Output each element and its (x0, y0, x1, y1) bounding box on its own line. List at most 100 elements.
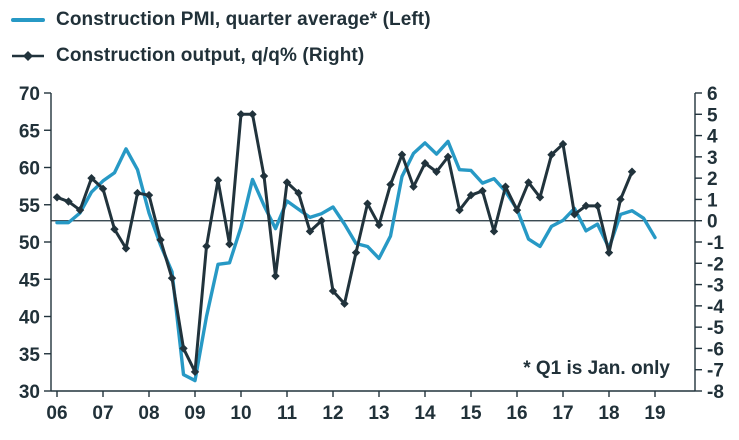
output-data-point-diamond (386, 180, 395, 189)
x-axis-tick-label: 10 (230, 403, 251, 424)
pmi-line-swatch-icon (11, 18, 45, 22)
output-data-point-diamond (317, 216, 326, 225)
right-axis-tick-label: -7 (707, 361, 724, 382)
x-axis-tick-label: 06 (46, 403, 67, 424)
legend-label-pmi: Construction PMI, quarter average* (Left… (56, 9, 431, 30)
left-axis-tick-label: 30 (19, 382, 40, 403)
left-axis-tick-label: 65 (19, 121, 41, 142)
output-data-point-diamond (443, 152, 453, 162)
right-axis-tick-label: -5 (707, 318, 724, 339)
output-data-point-diamond (64, 197, 73, 206)
output-data-point-diamond (581, 201, 591, 211)
output-data-point-diamond (225, 239, 234, 249)
right-axis-tick-label: -8 (707, 382, 724, 403)
right-axis-tick-label: -6 (707, 339, 724, 360)
right-axis-tick-label: -4 (707, 297, 724, 318)
right-axis-tick-label: -2 (707, 254, 724, 275)
output-data-point-diamond (558, 139, 568, 149)
x-axis-tick-label: 14 (414, 403, 436, 424)
output-data-point-diamond (397, 150, 407, 159)
left-axis-tick-label: 45 (19, 270, 41, 291)
right-axis-tick-label: -1 (707, 233, 724, 254)
x-axis-tick-label: 17 (552, 403, 573, 424)
legend-item-output: Construction output, q/q% (Right) (10, 42, 431, 70)
left-axis-tick-label: 35 (19, 345, 41, 366)
x-axis-tick-label: 09 (184, 403, 205, 424)
output-data-point-diamond (466, 190, 476, 200)
output-data-point-diamond (236, 110, 246, 119)
output-data-point-diamond (409, 182, 418, 191)
right-axis-tick-label: -3 (707, 276, 724, 297)
output-data-point-diamond (420, 159, 430, 168)
output-data-point-diamond (144, 190, 154, 200)
left-axis-tick-label: 60 (19, 159, 40, 180)
right-axis-tick-label: 1 (707, 190, 718, 211)
output-data-point-diamond (133, 188, 142, 198)
output-data-point-diamond (294, 188, 303, 198)
output-data-point-diamond (179, 344, 188, 353)
x-axis-tick-label: 12 (322, 403, 343, 424)
output-data-point-diamond (616, 195, 625, 204)
right-axis-tick-label: 3 (707, 148, 718, 169)
output-data-point-diamond (593, 201, 602, 211)
output-data-point-diamond (455, 205, 464, 215)
output-data-point-diamond (305, 227, 315, 236)
legend-item-pmi: Construction PMI, quarter average* (Left… (10, 6, 431, 34)
output-data-point-diamond (271, 271, 280, 281)
output-data-point-diamond (524, 178, 533, 187)
x-axis-tick-label: 19 (644, 403, 665, 424)
output-line-diamond-swatch-icon (12, 51, 44, 61)
left-axis-tick-label: 50 (19, 233, 40, 254)
output-data-point-diamond (374, 220, 384, 230)
output-data-point-diamond (75, 205, 85, 215)
output-data-point-diamond (604, 248, 614, 257)
output-data-point-diamond (121, 244, 131, 253)
legend: Construction PMI, quarter average* (Left… (10, 6, 431, 70)
output-data-point-diamond (340, 299, 349, 308)
right-axis-tick-label: 6 (707, 84, 718, 105)
left-axis-tick-label: 70 (19, 84, 40, 105)
output-data-point-diamond (489, 227, 499, 236)
output-data-point-diamond (167, 273, 177, 283)
output-data-point-diamond (282, 178, 292, 187)
x-axis-tick-label: 18 (598, 403, 619, 424)
x-axis-tick-label: 11 (277, 403, 298, 424)
output-data-point-diamond (535, 193, 545, 202)
output-data-point-diamond (478, 186, 487, 196)
output-data-point-diamond (501, 182, 510, 191)
output-data-point-diamond (202, 242, 211, 251)
output-data-point-diamond (190, 367, 200, 377)
pmi-series-line (55, 139, 657, 383)
output-data-point-diamond (110, 225, 119, 234)
output-data-point-diamond (627, 167, 637, 176)
output-data-point-diamond (87, 173, 96, 183)
output-data-point-diamond (363, 199, 372, 208)
x-axis-tick-label: 16 (506, 403, 527, 424)
left-axis-tick-label: 40 (19, 308, 40, 329)
output-series-line (55, 112, 634, 374)
output-data-point-diamond (52, 193, 62, 202)
right-axis-tick-label: 0 (707, 212, 718, 233)
output-data-point-diamond (156, 235, 165, 245)
x-axis-tick-label: 08 (138, 403, 159, 424)
right-axis-tick-label: 4 (707, 127, 718, 148)
output-data-point-diamond (432, 167, 441, 176)
output-data-point-diamond (547, 150, 556, 159)
legend-label-output: Construction output, q/q% (Right) (56, 45, 365, 66)
output-data-point-diamond (248, 110, 257, 119)
output-data-point-diamond (328, 286, 338, 296)
output-data-point-diamond (259, 171, 269, 181)
footnote-annotation: * Q1 is Jan. only (523, 358, 670, 379)
right-axis-tick-label: 2 (707, 169, 718, 190)
output-data-point-diamond (512, 205, 522, 215)
x-axis-tick-label: 15 (460, 403, 482, 424)
output-data-point-diamond (351, 248, 361, 257)
output-data-point-diamond (213, 176, 223, 185)
right-axis-tick-label: 5 (707, 105, 718, 126)
x-axis-tick-label: 07 (92, 403, 113, 424)
x-axis-tick-label: 13 (368, 403, 389, 424)
left-axis-tick-label: 55 (19, 196, 41, 217)
output-data-point-diamond (570, 210, 579, 219)
